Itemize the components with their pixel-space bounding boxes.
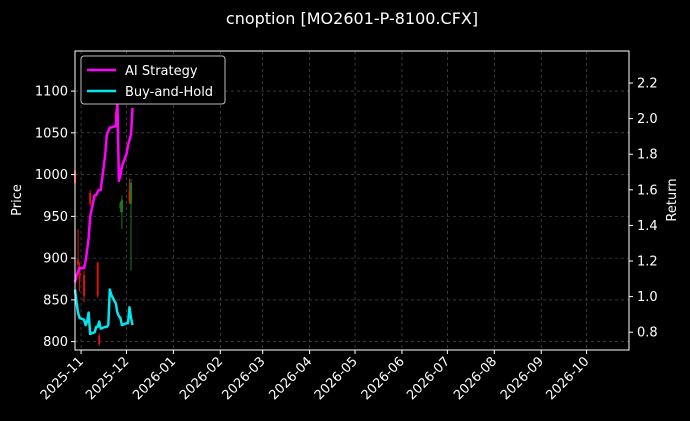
left-axis-label: Price [10,184,25,216]
plot-frame [74,50,630,351]
legend-label-buy-and-hold: Buy-and-Hold [125,85,213,100]
right-axis-label: Return [665,178,680,221]
y-tick-label-left: 900 [43,252,68,267]
candle-body [96,262,99,296]
y-tick-label-right: 1.4 [637,219,658,234]
candle-body [77,259,80,265]
candle-body [98,335,101,345]
right-y-axis: 0.8 1.0 1.2 1.4 1.6 1.8 2.0 2.2 [629,77,658,341]
y-tick-label-right: 0.8 [637,326,658,341]
y-tick-label-right: 1.0 [637,290,658,305]
legend: AI Strategy Buy-and-Hold [80,55,226,105]
series-lines [73,101,134,336]
chart-title: cnoption [MO2601-P-8100.CFX] [226,9,478,28]
y-tick-label-left: 1000 [35,168,68,183]
y-tick-label-right: 1.6 [637,183,658,198]
y-tick-label-left: 1100 [35,85,68,100]
candle-body [130,182,133,204]
candle-body [128,191,131,202]
y-tick-label-right: 1.2 [637,255,658,270]
y-tick-label-left: 800 [43,335,68,350]
y-tick-label-right: 2.0 [637,112,658,127]
grid [75,51,629,350]
series-line-ai-strategy [73,101,134,283]
y-tick-label-right: 2.2 [637,77,658,92]
candle-body [78,266,81,280]
legend-box [80,55,226,105]
candle-body [83,274,86,296]
candle-body [119,203,122,209]
legend-label-ai-strategy: AI Strategy [125,64,198,79]
candle-body [89,192,92,204]
y-tick-label-left: 1050 [35,126,68,141]
y-tick-label-left: 850 [43,293,68,308]
y-tick-label-right: 1.8 [637,148,658,163]
candle-body [120,199,123,213]
series-line-buy-and-hold [73,288,134,336]
left-y-axis: 800 850 900 950 1000 1050 1100 [35,85,75,350]
y-tick-label-left: 950 [43,210,68,225]
